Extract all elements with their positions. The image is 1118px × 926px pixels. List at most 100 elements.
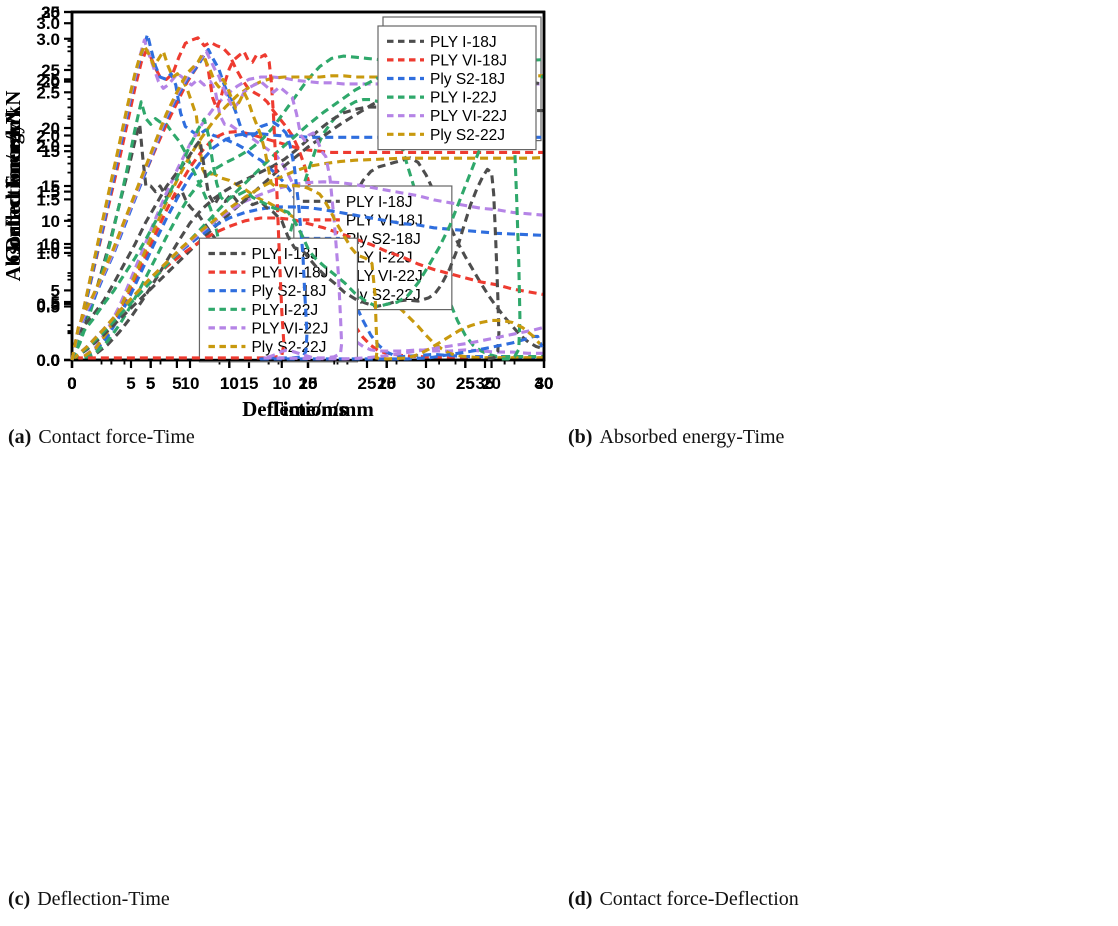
y-axis-title: Absorbed Energy/kN bbox=[1, 91, 25, 282]
caption-d-tag: (d) bbox=[568, 888, 593, 910]
y-tick-label: 1.5 bbox=[36, 190, 60, 209]
x-axis-title: Time/ms bbox=[269, 397, 347, 420]
y-tick-label: 1.0 bbox=[36, 244, 60, 263]
y-tick-label: 0.0 bbox=[36, 351, 60, 370]
legend-entry-label: Ply S2-22J bbox=[251, 339, 326, 356]
y-tick-label: 0 bbox=[51, 351, 60, 370]
y-tick-label: 20 bbox=[41, 119, 60, 138]
x-tick-label: 30 bbox=[535, 374, 554, 393]
caption-c-text: Deflection-Time bbox=[37, 888, 170, 910]
x-tick-label: 5 bbox=[146, 374, 155, 393]
y-tick-label: 2.0 bbox=[36, 137, 60, 156]
caption-d: (d) Contact force-Deflection bbox=[568, 888, 799, 911]
y-tick-label: 0.0 bbox=[36, 351, 60, 370]
caption-c: (c) Deflection-Time bbox=[8, 888, 170, 911]
legend-box bbox=[377, 25, 537, 151]
x-tick-label: 20 bbox=[377, 374, 396, 393]
y-tick-label: 25 bbox=[41, 3, 60, 22]
x-tick-label: 0 bbox=[67, 374, 76, 393]
caption-c-tag: (c) bbox=[8, 888, 31, 910]
legend-entry-label: Ply S2-18J bbox=[251, 283, 326, 300]
y-axis-title: Contact force/kN bbox=[1, 109, 25, 263]
y-tick-label: 2.5 bbox=[36, 70, 60, 89]
y-tick-label: 10 bbox=[41, 235, 60, 254]
x-tick-label: 10 bbox=[181, 374, 200, 393]
x-tick-label: 25 bbox=[358, 374, 377, 393]
y-tick-label: 0.5 bbox=[36, 295, 60, 314]
x-tick-label: 20 bbox=[377, 374, 396, 393]
legend-entry-label: PLY VI-18J bbox=[430, 52, 507, 69]
x-tick-label: 15 bbox=[240, 374, 259, 393]
x-tick-label: 0 bbox=[67, 374, 76, 393]
y-tick-label: 15 bbox=[41, 142, 60, 161]
x-tick-label: 10 bbox=[272, 374, 291, 393]
y-tick-label: 15 bbox=[41, 177, 60, 196]
y-tick-label: 20 bbox=[41, 73, 60, 92]
legend-entry-label: PLY VI-22J bbox=[430, 108, 507, 125]
y-tick-label: 5 bbox=[51, 281, 60, 300]
legend-entry-label: Ply S2-22J bbox=[430, 127, 505, 144]
series-ply-s2-22j bbox=[70, 44, 544, 361]
caption-b: (b) Absorbed energy-Time bbox=[568, 426, 784, 449]
legend-entry-label: PLY VI-22J bbox=[346, 268, 423, 285]
legend-entry-label: PLY I-18J bbox=[346, 194, 413, 211]
series-ply-s2-22j bbox=[71, 74, 544, 362]
x-tick-label: 25 bbox=[456, 374, 475, 393]
x-axis-title: Time/ms bbox=[269, 397, 347, 420]
x-tick-label: 30 bbox=[417, 374, 436, 393]
caption-d-text: Contact force-Deflection bbox=[599, 888, 799, 910]
x-tick-label: 30 bbox=[535, 374, 554, 393]
caption-b-tag: (b) bbox=[568, 426, 593, 448]
y-tick-label: 1.5 bbox=[36, 183, 60, 202]
y-tick-label: 2.0 bbox=[36, 126, 60, 145]
chart-c-panel: 0 5 10 15 20 25 30 0 5 10 15 20 25 Time/ms Deflection/… bbox=[0, 0, 559, 420]
x-tick-label: 35 bbox=[476, 374, 495, 393]
y-axis-title: Contact force/kN bbox=[1, 109, 25, 263]
x-tick-label: 5 bbox=[146, 374, 155, 393]
series-ply-i-22j bbox=[70, 98, 544, 361]
legend-entry-label: PLY VI-22J bbox=[251, 320, 328, 337]
legend-entry-label: Ply S2-18J bbox=[430, 71, 505, 88]
plot-area-c: 0 5 10 15 20 25 300510152025Time/msDeflection/… bbox=[1, 3, 553, 420]
legend-entry-label: PLY I-18J bbox=[430, 34, 497, 51]
series-ply-s2-18j bbox=[71, 132, 544, 362]
y-tick-label: 0.5 bbox=[36, 297, 60, 316]
caption-a-text: Contact force-Time bbox=[38, 426, 195, 448]
x-axis-title: Deflection/mm bbox=[242, 397, 374, 420]
x-tick-label: 40 bbox=[535, 374, 554, 393]
series-ply-i-18j bbox=[71, 76, 545, 362]
y-tick-label: 25 bbox=[41, 61, 60, 80]
caption-a-tag: (a) bbox=[8, 426, 32, 448]
x-tick-label: 10 bbox=[220, 374, 239, 393]
series-ply-s2-18j bbox=[70, 47, 544, 361]
x-tick-label: 20 bbox=[299, 374, 318, 393]
y-tick-label: 3.0 bbox=[36, 30, 60, 49]
x-tick-label: 15 bbox=[299, 374, 318, 393]
x-tick-label: 5 bbox=[172, 374, 181, 393]
legend-entry-label: PLY I-22J bbox=[430, 90, 497, 107]
y-tick-label: 10 bbox=[41, 212, 60, 231]
y-tick-label: 1.0 bbox=[36, 239, 60, 258]
y-tick-label: 5 bbox=[51, 293, 60, 312]
caption-b-text: Absorbed energy-Time bbox=[599, 426, 785, 448]
x-tick-label: 15 bbox=[377, 374, 396, 393]
legend-entry-label: PLY I-22J bbox=[251, 302, 318, 319]
x-tick-label: 20 bbox=[482, 374, 501, 393]
caption-a: (a) Contact force-Time bbox=[8, 426, 195, 449]
chart-d-contact-force-deflection: 0 5 10 15 200.00.51.01.52.02.53.0Deflection/… bbox=[1, 10, 546, 420]
x-tick-label: 15 bbox=[299, 374, 318, 393]
series-ply-i-18j bbox=[70, 138, 501, 361]
series-ply-vi-22j bbox=[70, 50, 543, 361]
plot-area-d: 0 5 10 15 200.00.51.01.52.02.53.0Deflection/… bbox=[1, 10, 546, 420]
y-tick-label: 30 bbox=[41, 3, 60, 22]
x-tick-label: 0 bbox=[67, 374, 76, 393]
legend-entry-label: PLY VI-18J bbox=[251, 265, 328, 282]
series-ply-vi-22j bbox=[70, 180, 545, 362]
legend-entry-label: Ply S2-18J bbox=[346, 231, 421, 248]
chart-d-panel: 0 5 10 15 20 0.0 0.5 1.0 1.5 2.0 2.5 3.0 Deflection/… bbox=[0, 0, 559, 420]
x-axis-title: Time/ms bbox=[269, 397, 347, 420]
series-ply-s2-22j bbox=[70, 53, 541, 361]
